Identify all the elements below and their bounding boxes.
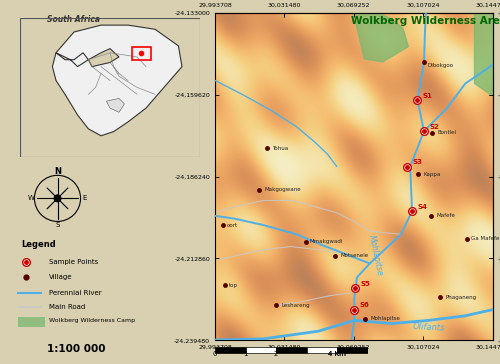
Text: Phaganeng: Phaganeng bbox=[445, 295, 476, 300]
Text: top: top bbox=[228, 282, 237, 288]
Text: Wolkberg Wilderness Area: Wolkberg Wilderness Area bbox=[352, 16, 500, 25]
Text: Wolkberg Wilderness Camp: Wolkberg Wilderness Camp bbox=[49, 318, 135, 323]
Text: South Africa: South Africa bbox=[47, 15, 100, 24]
Polygon shape bbox=[354, 13, 408, 62]
Bar bbox=[18, 317, 45, 328]
Text: S2: S2 bbox=[430, 124, 440, 130]
Circle shape bbox=[54, 195, 61, 202]
Text: W: W bbox=[28, 195, 34, 201]
Bar bbox=[306, 347, 337, 353]
Text: S: S bbox=[56, 222, 60, 228]
Text: oort: oort bbox=[226, 222, 237, 228]
Text: Makgogwane: Makgogwane bbox=[264, 187, 301, 192]
Text: 1: 1 bbox=[244, 351, 248, 357]
Text: Olifants: Olifants bbox=[412, 323, 445, 333]
Text: Dibokgoo: Dibokgoo bbox=[428, 63, 454, 68]
Bar bbox=[215, 347, 246, 353]
Text: Mohlapitse: Mohlapitse bbox=[366, 234, 384, 277]
Text: 4 Km: 4 Km bbox=[328, 351, 346, 357]
Text: Tohua: Tohua bbox=[272, 146, 288, 151]
Text: 0: 0 bbox=[213, 351, 217, 357]
Text: 2: 2 bbox=[274, 351, 278, 357]
Text: Legend: Legend bbox=[22, 240, 56, 249]
Text: Leshareng: Leshareng bbox=[282, 302, 310, 308]
Bar bbox=[276, 347, 306, 353]
Text: Mmakgwadi: Mmakgwadi bbox=[309, 240, 342, 245]
Text: Bontlel: Bontlel bbox=[438, 130, 457, 135]
Text: N: N bbox=[54, 167, 61, 176]
Text: S6: S6 bbox=[360, 302, 370, 308]
Text: Kappa: Kappa bbox=[423, 172, 440, 177]
Text: Village: Village bbox=[49, 274, 72, 280]
Polygon shape bbox=[106, 98, 124, 112]
Text: S4: S4 bbox=[418, 203, 428, 210]
Text: S3: S3 bbox=[413, 159, 423, 165]
Text: Mafefe: Mafefe bbox=[437, 213, 456, 218]
Bar bbox=[246, 347, 276, 353]
Polygon shape bbox=[52, 25, 182, 136]
Text: Mohlapitse: Mohlapitse bbox=[370, 316, 400, 321]
Text: Motsenele: Motsenele bbox=[340, 253, 368, 258]
Text: 1:100 000: 1:100 000 bbox=[46, 344, 105, 353]
Text: Perennial River: Perennial River bbox=[49, 290, 102, 296]
Text: S5: S5 bbox=[360, 281, 370, 286]
Text: 4 Km: 4 Km bbox=[328, 351, 346, 357]
Polygon shape bbox=[474, 13, 492, 96]
Bar bbox=[337, 347, 368, 353]
Text: Ga Mafefe: Ga Mafefe bbox=[471, 236, 499, 241]
Text: Main Road: Main Road bbox=[49, 304, 85, 310]
Text: E: E bbox=[82, 195, 86, 201]
Text: S1: S1 bbox=[422, 93, 432, 99]
Bar bbox=[132, 47, 152, 60]
Text: Sample Points: Sample Points bbox=[49, 259, 98, 265]
